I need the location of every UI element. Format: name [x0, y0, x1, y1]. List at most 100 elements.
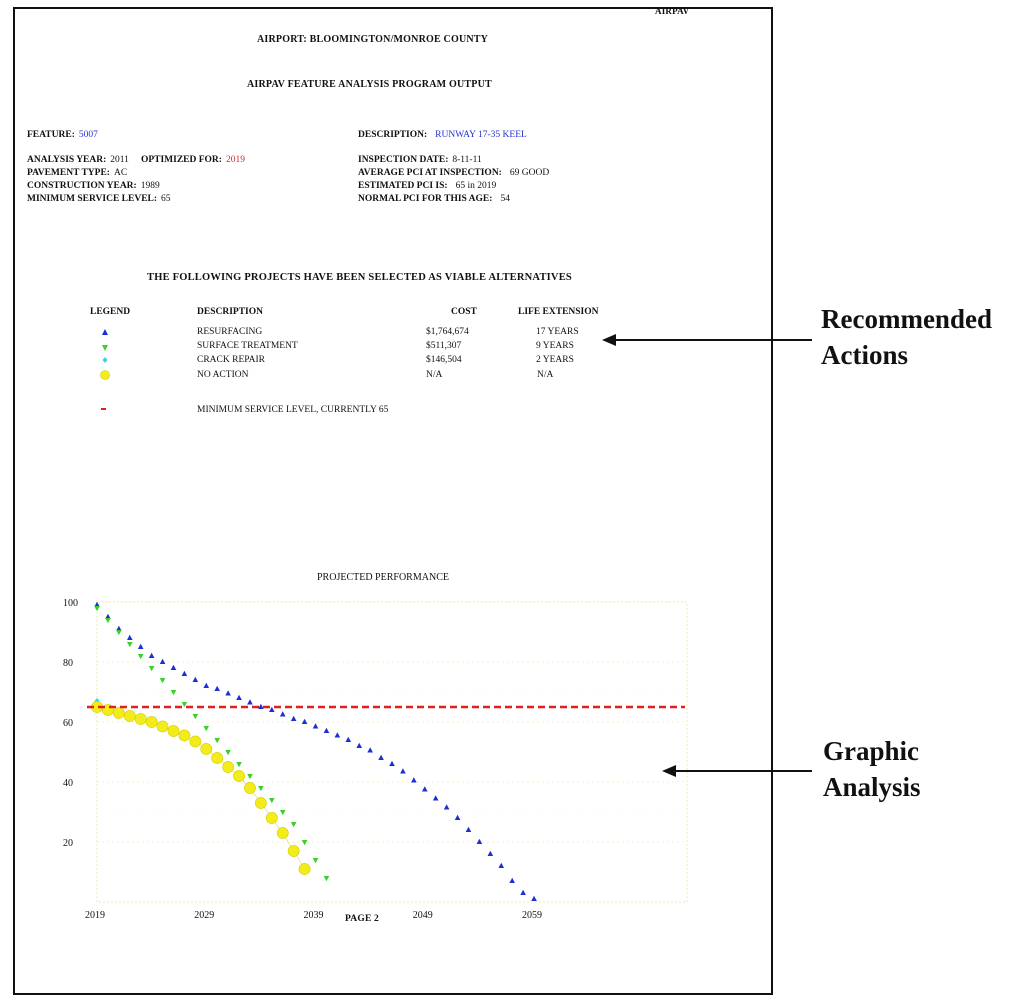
pavement-type-value: AC: [113, 168, 128, 178]
row-desc-3: NO ACTION: [197, 370, 249, 380]
inspection-date-value: 8-11-11: [452, 155, 482, 165]
legend-col-header: LEGEND: [90, 307, 131, 317]
x-tick-label: 2039: [304, 910, 324, 921]
optimized-label: OPTIMIZED FOR:: [140, 155, 222, 165]
no-action-point: [145, 716, 158, 728]
surface-treatment-point: [258, 786, 264, 792]
resurfacing-point: [159, 658, 166, 664]
resurfacing-point: [509, 877, 515, 883]
surface-treatment-point: [116, 630, 122, 636]
surface-treatment-point: [225, 750, 231, 756]
min-service-label: MINIMUM SERVICE LEVEL:: [27, 194, 158, 204]
resurfacing-point: [269, 706, 275, 712]
min-service-row: MINIMUM SERVICE LEVEL: 65: [27, 188, 171, 206]
resurfacing-point: [323, 727, 330, 733]
feature-label: FEATURE:: [27, 130, 75, 140]
life-col-header: LIFE EXTENSION: [518, 307, 599, 317]
no-action-point: [178, 729, 191, 742]
resurfacing-point: [192, 676, 199, 682]
no-action-legend-marker: [100, 370, 110, 380]
resurfacing-point: [225, 690, 231, 696]
surface-treatment-point: [159, 678, 166, 684]
row-cost-0: $1,764,674: [426, 327, 469, 337]
surface-treatment-point: [301, 840, 308, 846]
graphic-analysis-callout: Graphic Analysis: [823, 733, 921, 805]
y-tick-label: 40: [63, 778, 73, 789]
normal-pci-label: NORMAL PCI FOR THIS AGE:: [358, 194, 493, 204]
surface-treatment-point: [192, 714, 199, 720]
resurfacing-point: [137, 643, 144, 649]
row-life-0: 17 YEARS: [536, 327, 579, 337]
resurfacing-point: [345, 736, 352, 742]
chart-title: PROJECTED PERFORMANCE: [317, 572, 449, 583]
analysis-year-value: 2011: [110, 155, 129, 165]
surface-treatment-point: [279, 810, 286, 816]
no-action-line: [96, 706, 305, 870]
description-row: DESCRIPTION: RUNWAY 17-35 KEEL: [358, 124, 527, 142]
resurfacing-point: [389, 760, 395, 766]
min-service-value: 65: [161, 194, 171, 204]
surface-treatment-point: [323, 876, 330, 882]
no-action-point: [222, 761, 235, 773]
surface-treatment-point: [312, 858, 319, 864]
resurfacing-point: [411, 777, 417, 783]
row-life-2: 2 YEARS: [536, 355, 574, 365]
x-tick-label: 2049: [413, 910, 433, 921]
resurfacing-point: [126, 634, 133, 640]
recommended-actions-callout: Recommended Actions: [821, 301, 992, 373]
cost-col-header: COST: [451, 307, 477, 317]
row-cost-1: $511,307: [426, 341, 462, 351]
resurfacing-point: [236, 694, 242, 700]
projected-performance-chart: 20 40 60 80 100 2019 2029 2039 2049 2059: [63, 598, 688, 921]
resurfacing-point: [367, 747, 373, 753]
row-desc-0: RESURFACING: [197, 327, 263, 337]
report-page: AIRPAV AIRPORT: BLOOMINGTON/MONROE COUNT…: [13, 6, 773, 995]
construction-year-row: CONSTRUCTION YEAR: 1989: [27, 175, 160, 193]
description-value: RUNWAY 17-35 KEEL: [435, 130, 527, 140]
avg-pci-label: AVERAGE PCI AT INSPECTION:: [358, 168, 502, 178]
resurfacing-point: [378, 754, 384, 760]
resurfacing-point: [356, 742, 363, 748]
no-action-point: [287, 845, 300, 857]
airport-line: AIRPORT: BLOOMINGTON/MONROE COUNTY: [257, 34, 489, 45]
legend-symbols: [100, 329, 110, 380]
row-life-3: N/A: [537, 370, 554, 380]
resurfacing-point: [181, 670, 188, 676]
normal-pci-row: NORMAL PCI FOR THIS AGE: 54: [358, 188, 510, 206]
row-cost-2: $146,504: [426, 355, 462, 365]
resurfacing-point: [465, 826, 472, 832]
resurfacing-point: [105, 613, 111, 619]
construction-year-label: CONSTRUCTION YEAR:: [27, 181, 137, 191]
surface-treatment-point: [148, 666, 155, 672]
resurfacing-point: [203, 682, 210, 688]
corner-label: AIRPAV: [655, 6, 690, 16]
resurfacing-point: [279, 711, 286, 717]
resurfacing-point: [487, 850, 494, 856]
projects-heading: THE FOLLOWING PROJECTS HAVE BEEN SELECTE…: [147, 272, 572, 283]
surface-treatment-point: [137, 654, 144, 660]
no-action-point: [211, 752, 224, 764]
no-action-point: [254, 797, 267, 809]
construction-year-value: 1989: [140, 181, 160, 191]
surface-treatment-point: [126, 642, 133, 648]
row-life-1: 9 YEARS: [536, 341, 574, 351]
no-action-point: [123, 710, 136, 722]
program-title: AIRPAV FEATURE ANALYSIS PROGRAM OUTPUT: [247, 79, 492, 90]
resurfacing-point: [170, 664, 177, 670]
resurfacing-point: [432, 795, 439, 801]
no-action-point: [233, 770, 245, 782]
resurfacing-point: [116, 625, 122, 631]
surface-treatment-point: [269, 798, 275, 804]
resurfacing-point: [247, 699, 253, 705]
description-label: DESCRIPTION:: [358, 130, 428, 140]
surface-treatment-point: [236, 762, 242, 768]
resurfacing-point: [214, 685, 220, 691]
analysis-year-row: ANALYSIS YEAR: 2011 OPTIMIZED FOR: 2019: [27, 149, 245, 167]
no-action-point: [265, 812, 278, 824]
crack-repair-legend-marker: [102, 357, 108, 363]
y-tick-label: 60: [63, 718, 73, 729]
x-tick-label: 2019: [85, 910, 105, 921]
y-tick-label: 100: [63, 598, 78, 609]
resurfacing-point: [94, 601, 100, 607]
no-action-point: [167, 725, 180, 737]
